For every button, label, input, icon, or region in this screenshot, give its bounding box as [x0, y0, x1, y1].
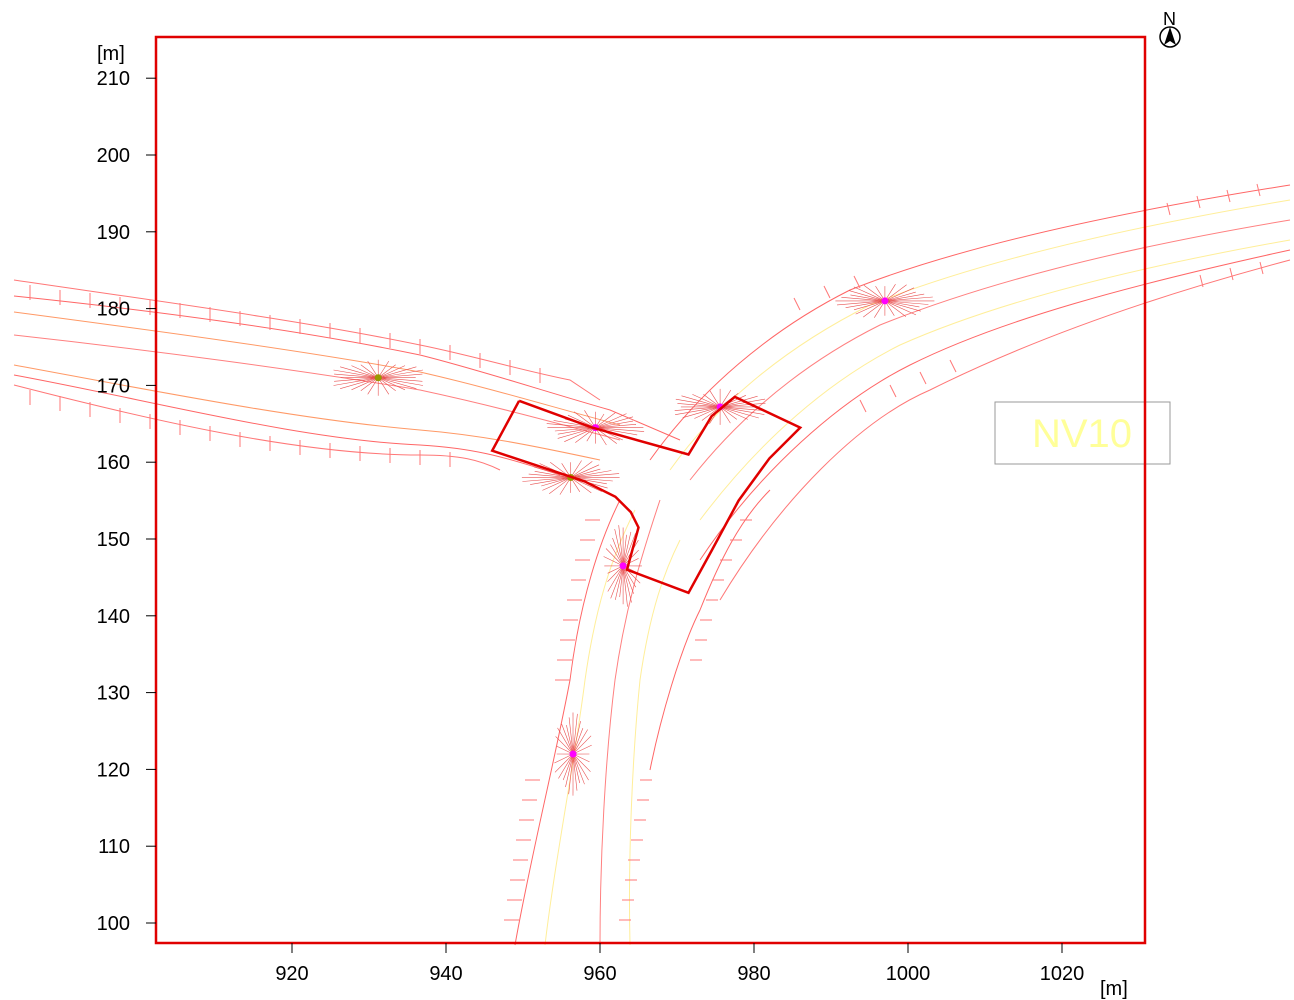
x-tick-label: 940 [429, 963, 462, 985]
source-marker [374, 374, 382, 382]
north-label: N [1163, 9, 1176, 29]
noise-source [333, 359, 424, 396]
south-road-edge-east [649, 489, 771, 771]
north-arrow: N [1159, 9, 1181, 48]
ne-road-edge-south [699, 249, 1291, 561]
noise-source [674, 388, 766, 425]
x-tick-label: 980 [737, 963, 770, 985]
y-tick-label: 180 [97, 299, 130, 321]
map-label-text: NV10 [1032, 412, 1132, 456]
y-tick-label: 210 [97, 68, 130, 90]
north-arrow-icon [1159, 26, 1181, 48]
west-road-centerline [13, 311, 621, 426]
y-tick-label: 140 [97, 606, 130, 628]
x-tick-label: 1020 [1040, 963, 1085, 985]
west-road-edge-north [13, 295, 681, 441]
noise-source [835, 284, 935, 318]
y-tick-label: 120 [97, 759, 130, 781]
map-frame [154, 35, 1147, 945]
y-tick-label: 200 [97, 145, 130, 167]
y-tick-label: 150 [97, 529, 130, 551]
x-tick-label: 920 [275, 963, 308, 985]
y-tick-label: 130 [97, 683, 130, 705]
south-road-lane-1 [544, 509, 636, 946]
ne-road-lane-2 [689, 219, 1291, 481]
south-road-edge-west [514, 499, 621, 946]
south-road-lane-2 [599, 499, 661, 946]
road-network [13, 183, 1291, 946]
x-tick-label: 960 [583, 963, 616, 985]
noise-source [603, 525, 643, 607]
y-tick-label: 100 [97, 913, 130, 935]
west-road-lane [13, 334, 621, 441]
noise-source [554, 712, 592, 796]
axes: 920 940 960 980 1000 1020 100 110 120 130 140 150 16… [97, 68, 1085, 985]
x-axis-unit: [m] [1100, 978, 1128, 1000]
y-tick-label: 160 [97, 452, 130, 474]
source-marker [881, 297, 889, 305]
y-tick-label: 190 [97, 222, 130, 244]
source-marker [569, 750, 577, 758]
south-road-lane-3 [628, 539, 681, 946]
map-label-box: NV10 [994, 401, 1171, 465]
ne-road-edge-north [649, 184, 1291, 461]
west-road-edge-south [13, 374, 561, 476]
y-tick-label: 170 [97, 375, 130, 397]
x-tick-label: 1000 [886, 963, 931, 985]
source-marker [619, 562, 627, 570]
y-tick-label: 110 [98, 836, 130, 858]
ne-road-lane-3 [699, 239, 1291, 521]
calculation-area-outline [490, 395, 803, 595]
y-axis-unit: [m] [97, 43, 125, 65]
west-road-centerline-south [13, 364, 601, 461]
